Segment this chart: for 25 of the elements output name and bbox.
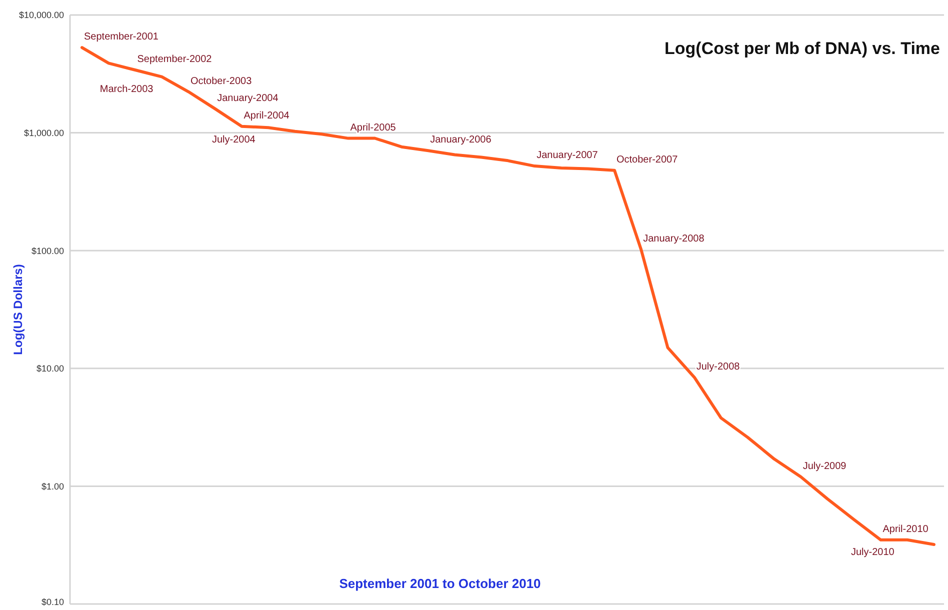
data-label: March-2003 — [100, 84, 154, 95]
data-label: January-2008 — [643, 234, 705, 245]
data-label: September-2001 — [84, 32, 159, 43]
x-axis-title: September 2001 to October 2010 — [339, 576, 541, 591]
data-label: January-2004 — [217, 92, 279, 104]
data-label: April-2004 — [244, 110, 290, 122]
y-axis-title: Log(US Dollars) — [11, 264, 25, 355]
y-tick-label: $0.10 — [41, 597, 64, 608]
data-label: April-2010 — [882, 524, 929, 535]
data-label: July-2010 — [850, 546, 895, 558]
data-label: January-2006 — [430, 134, 492, 146]
data-label: October-2007 — [616, 154, 678, 166]
data-label: October-2003 — [190, 76, 252, 87]
data-label: July-2008 — [696, 361, 740, 372]
data-label: January-2007 — [536, 150, 598, 162]
data-label: September-2002 — [137, 54, 212, 65]
y-tick-label: $1,000.00 — [24, 128, 64, 138]
y-tick-label: $1.00 — [41, 481, 64, 492]
y-tick-label: $10,000.00 — [18, 10, 64, 20]
data-label: July-2004 — [212, 134, 256, 146]
data-label: April-2005 — [350, 122, 396, 134]
data-label: July-2009 — [802, 460, 847, 472]
y-tick-label: $100.00 — [31, 246, 64, 256]
y-tick-label: $10.00 — [36, 364, 64, 374]
text: Log(Cost per Mb of DNA) vs. Time — [664, 39, 940, 58]
